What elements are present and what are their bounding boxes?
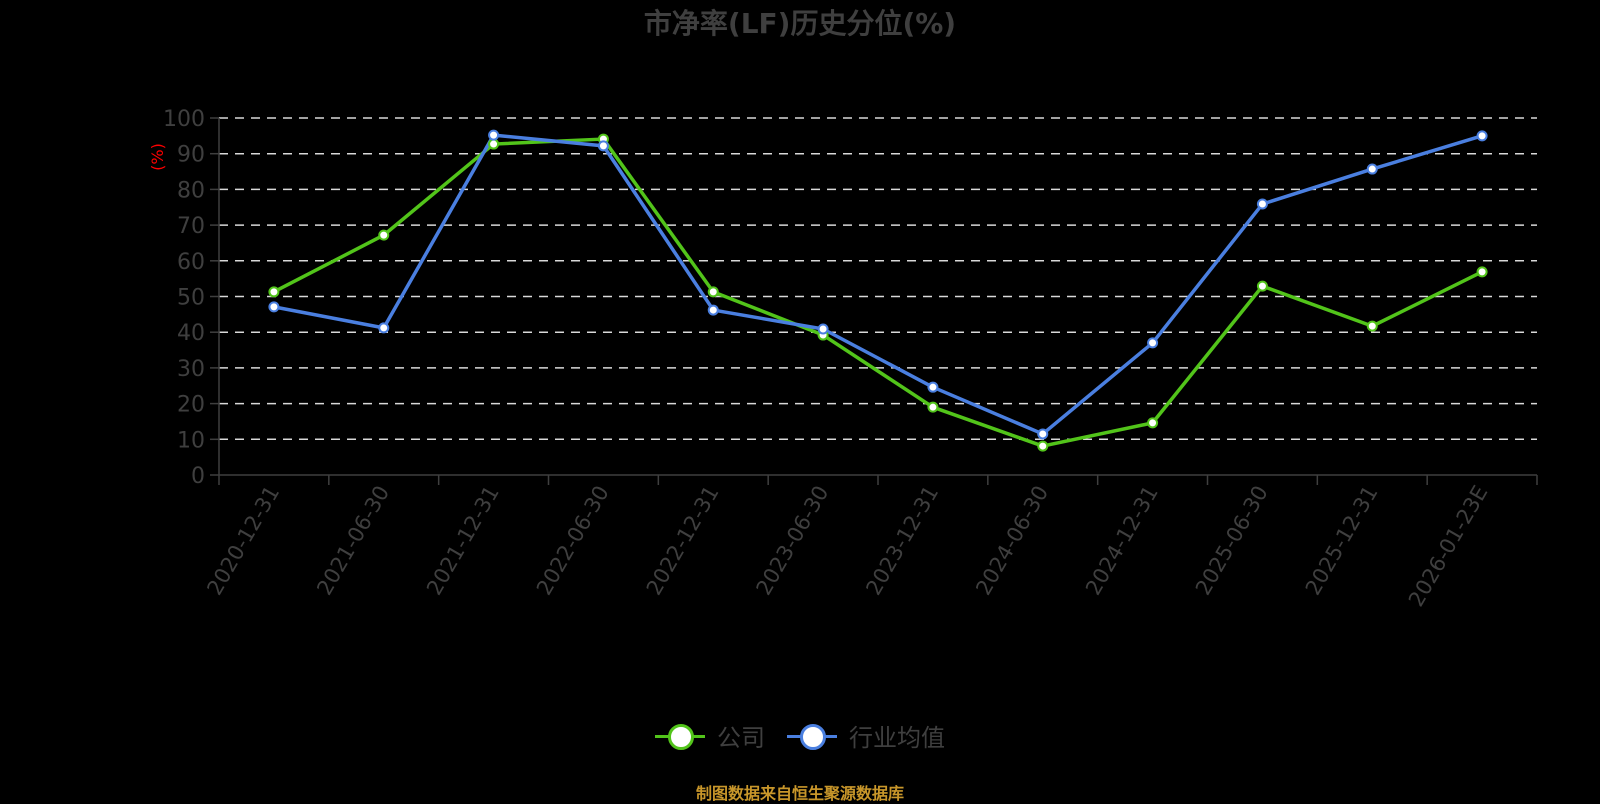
x-tick-label: 2025-06-30 [1191,482,1273,600]
x-tick-label: 2022-12-31 [642,482,724,600]
y-tick-label: 40 [177,321,205,346]
data-point [1037,440,1049,452]
legend-item-company[interactable]: 公司 [655,718,765,753]
data-point [1366,163,1378,175]
x-tick-label: 2026-01-23E [1404,482,1492,611]
data-source-note: 制图数据来自恒生聚源数据库 [695,784,904,803]
x-tick-label: 2025-12-31 [1301,482,1383,600]
chart-title: 市净率(LF)历史分位(%) [643,7,957,40]
chart-legend: 公司 行业均值 [0,718,1600,753]
series-line [273,133,1483,436]
data-point [268,301,280,313]
data-point [378,229,390,241]
x-tick-label: 2023-12-31 [861,482,943,600]
data-point [597,140,609,152]
data-point [1476,266,1488,278]
data-point [1256,198,1268,210]
data-point [817,323,829,335]
y-tick-label: 10 [177,428,205,453]
data-point [1366,320,1378,332]
data-point [707,286,719,298]
y-tick-label: 20 [177,393,205,418]
x-tick-label: 2024-06-30 [971,482,1053,600]
y-tick-label: 0 [191,464,205,489]
data-point [378,322,390,334]
series-line [273,137,1483,448]
data-point [1476,130,1488,142]
data-point [1037,428,1049,440]
x-tick-label: 2024-12-31 [1081,482,1163,600]
data-point [1147,337,1159,349]
line-chart: 0 10 20 30 40 50 60 70 80 90 100 (%) 2020-12-31 2021-… [148,107,1538,611]
y-tick-label: 60 [177,250,205,275]
y-tick-label: 100 [163,107,205,132]
data-point [268,286,280,298]
y-tick-label: 80 [177,178,205,203]
y-tick-label: 30 [177,357,205,382]
data-point [927,401,939,413]
legend-label-company: 公司 [717,724,765,752]
y-axis-unit-label: (%) [148,143,167,171]
y-tick-label: 90 [177,143,205,168]
x-tick-label: 2023-06-30 [752,482,834,600]
data-point [927,381,939,393]
data-point [488,129,500,141]
data-point [488,138,500,150]
y-tick-label: 50 [177,286,205,311]
x-tick-label: 2022-06-30 [532,482,614,600]
legend-marker-icon [787,723,837,750]
x-tick-label: 2020-12-31 [202,482,284,600]
legend-marker-icon [655,723,705,750]
data-point [1256,280,1268,292]
legend-label-industry-average: 行业均值 [849,724,945,752]
data-point [1147,417,1159,429]
x-tick-label: 2021-06-30 [312,482,394,600]
y-tick-label: 70 [177,214,205,239]
legend-item-industry-average[interactable]: 行业均值 [787,718,945,753]
data-point [707,304,719,316]
x-tick-label: 2021-12-31 [422,482,504,600]
